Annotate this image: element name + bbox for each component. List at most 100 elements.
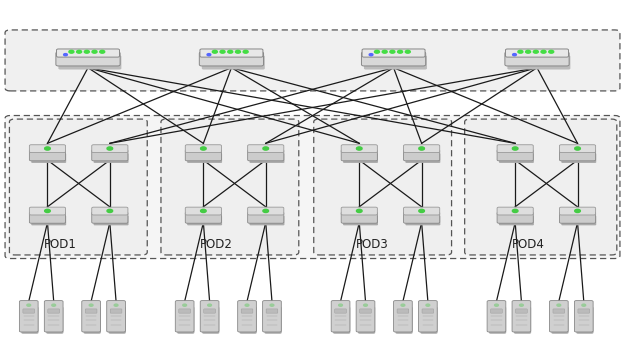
- Circle shape: [201, 209, 206, 213]
- FancyBboxPatch shape: [92, 150, 128, 161]
- Circle shape: [236, 50, 241, 53]
- FancyBboxPatch shape: [241, 309, 253, 313]
- Circle shape: [243, 50, 248, 53]
- FancyBboxPatch shape: [396, 307, 412, 334]
- Circle shape: [27, 304, 31, 306]
- Circle shape: [107, 209, 112, 213]
- FancyBboxPatch shape: [204, 309, 216, 313]
- Circle shape: [419, 209, 424, 213]
- FancyBboxPatch shape: [578, 309, 589, 313]
- FancyBboxPatch shape: [343, 153, 378, 163]
- FancyBboxPatch shape: [362, 49, 425, 57]
- FancyBboxPatch shape: [341, 145, 377, 153]
- FancyBboxPatch shape: [464, 119, 617, 255]
- FancyBboxPatch shape: [419, 301, 437, 332]
- FancyBboxPatch shape: [497, 212, 533, 223]
- FancyBboxPatch shape: [110, 309, 122, 313]
- Text: POD4: POD4: [512, 238, 545, 251]
- FancyBboxPatch shape: [499, 216, 534, 225]
- FancyBboxPatch shape: [506, 49, 569, 57]
- Circle shape: [382, 50, 387, 53]
- FancyBboxPatch shape: [553, 309, 565, 313]
- FancyBboxPatch shape: [248, 150, 284, 161]
- FancyBboxPatch shape: [161, 119, 299, 255]
- Circle shape: [356, 147, 362, 150]
- FancyBboxPatch shape: [499, 153, 534, 163]
- FancyBboxPatch shape: [185, 150, 221, 161]
- Circle shape: [89, 304, 93, 306]
- Circle shape: [270, 304, 274, 306]
- Circle shape: [69, 50, 74, 53]
- FancyBboxPatch shape: [559, 150, 596, 161]
- FancyBboxPatch shape: [82, 301, 101, 332]
- Circle shape: [245, 304, 249, 306]
- Circle shape: [339, 304, 342, 306]
- Circle shape: [92, 50, 97, 53]
- Circle shape: [52, 304, 56, 306]
- FancyBboxPatch shape: [341, 212, 377, 223]
- FancyBboxPatch shape: [512, 301, 531, 332]
- FancyBboxPatch shape: [314, 119, 452, 255]
- FancyBboxPatch shape: [107, 301, 126, 332]
- Circle shape: [575, 209, 581, 213]
- Circle shape: [201, 147, 206, 150]
- Circle shape: [77, 50, 82, 53]
- FancyBboxPatch shape: [341, 207, 377, 215]
- Circle shape: [518, 50, 523, 53]
- Circle shape: [582, 304, 586, 306]
- FancyBboxPatch shape: [56, 49, 119, 57]
- FancyBboxPatch shape: [31, 216, 66, 225]
- FancyBboxPatch shape: [187, 153, 222, 163]
- FancyBboxPatch shape: [175, 301, 194, 332]
- FancyBboxPatch shape: [397, 309, 409, 313]
- FancyBboxPatch shape: [361, 52, 426, 66]
- FancyBboxPatch shape: [489, 307, 506, 334]
- FancyBboxPatch shape: [9, 119, 147, 255]
- FancyBboxPatch shape: [200, 301, 219, 332]
- FancyBboxPatch shape: [404, 207, 440, 215]
- FancyBboxPatch shape: [92, 145, 128, 153]
- FancyBboxPatch shape: [56, 52, 120, 66]
- FancyBboxPatch shape: [404, 212, 440, 223]
- Circle shape: [401, 304, 405, 306]
- FancyBboxPatch shape: [404, 150, 440, 161]
- FancyBboxPatch shape: [262, 301, 281, 332]
- Circle shape: [512, 209, 518, 213]
- FancyBboxPatch shape: [248, 207, 284, 215]
- FancyBboxPatch shape: [364, 55, 427, 69]
- FancyBboxPatch shape: [94, 153, 129, 163]
- Circle shape: [220, 50, 225, 53]
- Circle shape: [228, 50, 232, 53]
- FancyBboxPatch shape: [249, 153, 284, 163]
- FancyBboxPatch shape: [84, 307, 101, 334]
- FancyBboxPatch shape: [185, 207, 221, 215]
- FancyBboxPatch shape: [335, 309, 346, 313]
- FancyBboxPatch shape: [177, 307, 194, 334]
- FancyBboxPatch shape: [359, 309, 371, 313]
- FancyBboxPatch shape: [394, 301, 412, 332]
- FancyBboxPatch shape: [406, 216, 441, 225]
- Circle shape: [398, 50, 402, 53]
- FancyBboxPatch shape: [202, 307, 219, 334]
- FancyBboxPatch shape: [202, 55, 265, 69]
- Circle shape: [107, 147, 112, 150]
- FancyBboxPatch shape: [179, 309, 191, 313]
- FancyBboxPatch shape: [187, 216, 222, 225]
- FancyBboxPatch shape: [48, 309, 59, 313]
- FancyBboxPatch shape: [199, 52, 264, 66]
- FancyBboxPatch shape: [264, 307, 282, 334]
- Circle shape: [263, 209, 269, 213]
- FancyBboxPatch shape: [505, 52, 569, 66]
- Circle shape: [575, 147, 581, 150]
- FancyBboxPatch shape: [559, 212, 596, 223]
- FancyBboxPatch shape: [249, 216, 284, 225]
- FancyBboxPatch shape: [58, 55, 121, 69]
- Circle shape: [557, 304, 561, 306]
- FancyBboxPatch shape: [491, 309, 502, 313]
- Circle shape: [405, 50, 410, 53]
- FancyBboxPatch shape: [333, 307, 350, 334]
- FancyBboxPatch shape: [21, 307, 39, 334]
- FancyBboxPatch shape: [94, 216, 129, 225]
- FancyBboxPatch shape: [551, 307, 569, 334]
- Circle shape: [44, 209, 50, 213]
